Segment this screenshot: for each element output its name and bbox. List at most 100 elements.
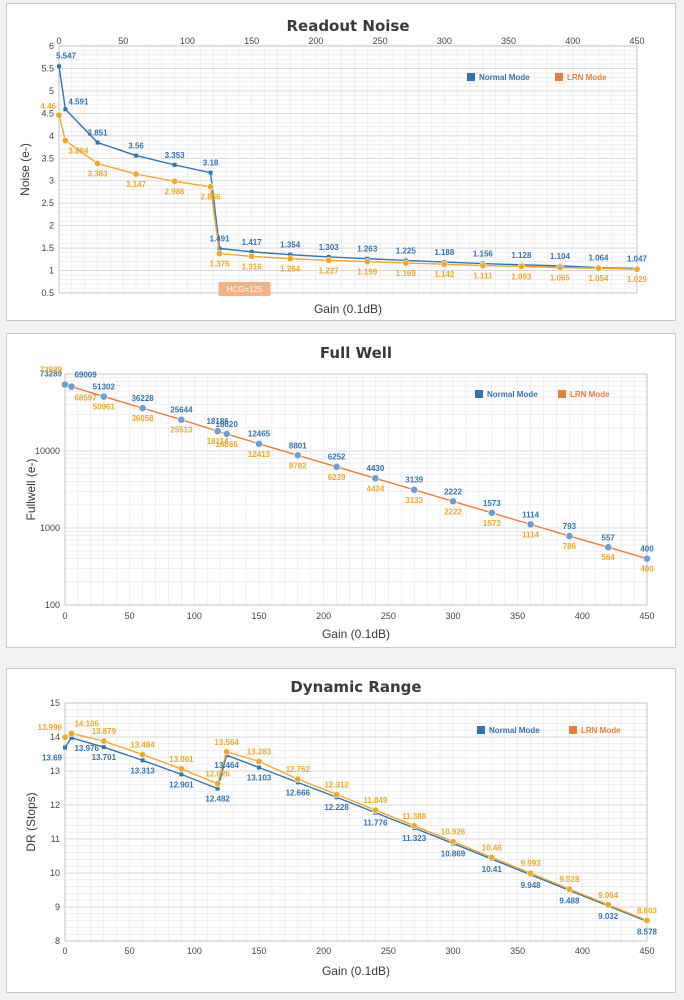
x-tick-label: 0 xyxy=(62,946,67,956)
lrn-data-label: 12.312 xyxy=(324,780,349,789)
y-tick-label: 10 xyxy=(50,868,60,878)
lrn-data-label: 1.054 xyxy=(588,274,609,283)
y-tick-label: 6 xyxy=(49,41,54,51)
normal-data-label: 18186 xyxy=(206,417,229,426)
y-tick-label: 4 xyxy=(49,131,54,141)
lrn-data-label: 13.484 xyxy=(130,741,155,750)
normal-data-label: 36228 xyxy=(131,394,154,403)
y-tick-label: 15 xyxy=(50,698,60,708)
lrn-data-label: 2.986 xyxy=(165,187,186,196)
lrn-data-label: 1.093 xyxy=(511,272,532,281)
lrn-data-label: 4424 xyxy=(367,484,385,493)
legend-lrn-swatch xyxy=(558,390,566,398)
y-tick-label: 1 xyxy=(49,266,54,276)
lrn-point xyxy=(286,255,294,263)
x-tick-label: 150 xyxy=(251,946,266,956)
lrn-point xyxy=(248,252,256,260)
lrn-point xyxy=(325,256,333,264)
chart-title: Full Well xyxy=(320,344,392,362)
lrn-data-label: 1573 xyxy=(483,519,501,528)
normal-data-label: 11.323 xyxy=(402,834,427,843)
lrn-point xyxy=(449,497,457,506)
normal-data-label: 12.482 xyxy=(205,795,230,804)
normal-point xyxy=(134,153,139,158)
lrn-data-label: 4.46 xyxy=(40,102,56,111)
y-tick-label: 11 xyxy=(51,834,60,844)
normal-data-label: 1.225 xyxy=(396,246,417,255)
lrn-point xyxy=(171,177,179,185)
lrn-data-label: 36058 xyxy=(131,414,154,423)
lrn-point xyxy=(643,554,651,563)
y-tick-label: 1000 xyxy=(40,523,60,533)
lrn-point xyxy=(100,737,108,745)
lrn-point xyxy=(449,838,457,846)
normal-data-label: 13.976 xyxy=(74,744,99,753)
x-tick-label: 200 xyxy=(316,946,331,956)
lrn-data-label: 1.376 xyxy=(210,260,231,269)
readout-noise-panel: Readout Noise 0 50 100 150 200 250 300 350 400 450… xyxy=(6,3,676,321)
lrn-point xyxy=(61,137,69,145)
normal-data-label: 13.69 xyxy=(42,754,63,763)
normal-data-label: 1.354 xyxy=(280,241,301,250)
normal-data-label: 3.56 xyxy=(128,142,144,151)
x-tick-label: 100 xyxy=(180,36,195,46)
legend-normal-label: Normal Mode xyxy=(489,726,540,735)
full-well-chart: Full Well 0 50 100 150 200 250 300 350 400 450 100 1… xyxy=(24,344,655,641)
x-tick-label: 0 xyxy=(56,36,61,46)
lrn-point xyxy=(440,260,448,268)
legend-normal-swatch xyxy=(477,726,485,734)
x-tick-label: 50 xyxy=(125,611,135,621)
y-tick-label: 12 xyxy=(50,800,60,810)
lrn-point xyxy=(255,439,263,448)
legend-normal-label: Normal Mode xyxy=(487,390,538,399)
lrn-data-label: 25513 xyxy=(170,426,193,435)
lrn-data-label: 16666 xyxy=(216,440,239,449)
lrn-point xyxy=(177,415,186,424)
normal-data-label: 4430 xyxy=(367,464,385,473)
lrn-point xyxy=(61,380,69,389)
lrn-series-line xyxy=(58,114,638,270)
legend-normal-label: Normal Mode xyxy=(479,73,530,82)
lrn-data-label: 3.894 xyxy=(68,147,89,156)
lrn-point xyxy=(479,262,487,270)
x-tick-label: 350 xyxy=(510,611,525,621)
lrn-point xyxy=(294,775,302,783)
normal-data-label: 1.303 xyxy=(319,243,340,252)
normal-data-label: 1.128 xyxy=(511,251,532,260)
lrn-point xyxy=(594,264,602,272)
normal-point xyxy=(257,765,261,770)
lrn-data-label: 6239 xyxy=(328,473,346,482)
plot-frame xyxy=(64,702,648,942)
y-axis-label: DR (Stops) xyxy=(24,792,38,851)
lrn-data-label: 1.065 xyxy=(550,274,571,283)
normal-data-label: 1.491 xyxy=(210,234,231,243)
lrn-point xyxy=(139,751,147,759)
lrn-data-label: 12413 xyxy=(248,450,271,459)
normal-point xyxy=(215,786,220,791)
normal-point xyxy=(179,772,184,777)
lrn-point xyxy=(604,901,612,909)
lrn-data-label: 12.762 xyxy=(286,765,311,774)
lrn-data-label: 10.46 xyxy=(482,843,503,852)
x-tick-label: 100 xyxy=(187,611,202,621)
lrn-data-label: 2222 xyxy=(444,507,462,516)
lrn-point xyxy=(132,170,140,178)
legend-normal-swatch xyxy=(467,73,475,81)
x-tick-label: 400 xyxy=(575,946,590,956)
normal-data-label: 12.666 xyxy=(286,788,311,797)
lrn-data-label: 8.603 xyxy=(637,906,658,915)
normal-data-label: 3.353 xyxy=(165,151,186,160)
normal-data-label: 1.188 xyxy=(434,248,455,257)
lrn-point xyxy=(61,733,69,741)
normal-point xyxy=(172,162,177,167)
y-tick-label: 5 xyxy=(49,86,54,96)
lrn-data-label: 2.866 xyxy=(201,193,222,202)
lrn-point xyxy=(604,543,613,552)
x-tick-label: 250 xyxy=(381,611,396,621)
normal-data-label: 557 xyxy=(602,534,616,543)
normal-data-label: 1.263 xyxy=(357,245,378,254)
y-tick-label: 100 xyxy=(45,600,60,610)
normal-data-label: 25644 xyxy=(170,406,193,415)
normal-data-label: 1114 xyxy=(522,510,539,519)
